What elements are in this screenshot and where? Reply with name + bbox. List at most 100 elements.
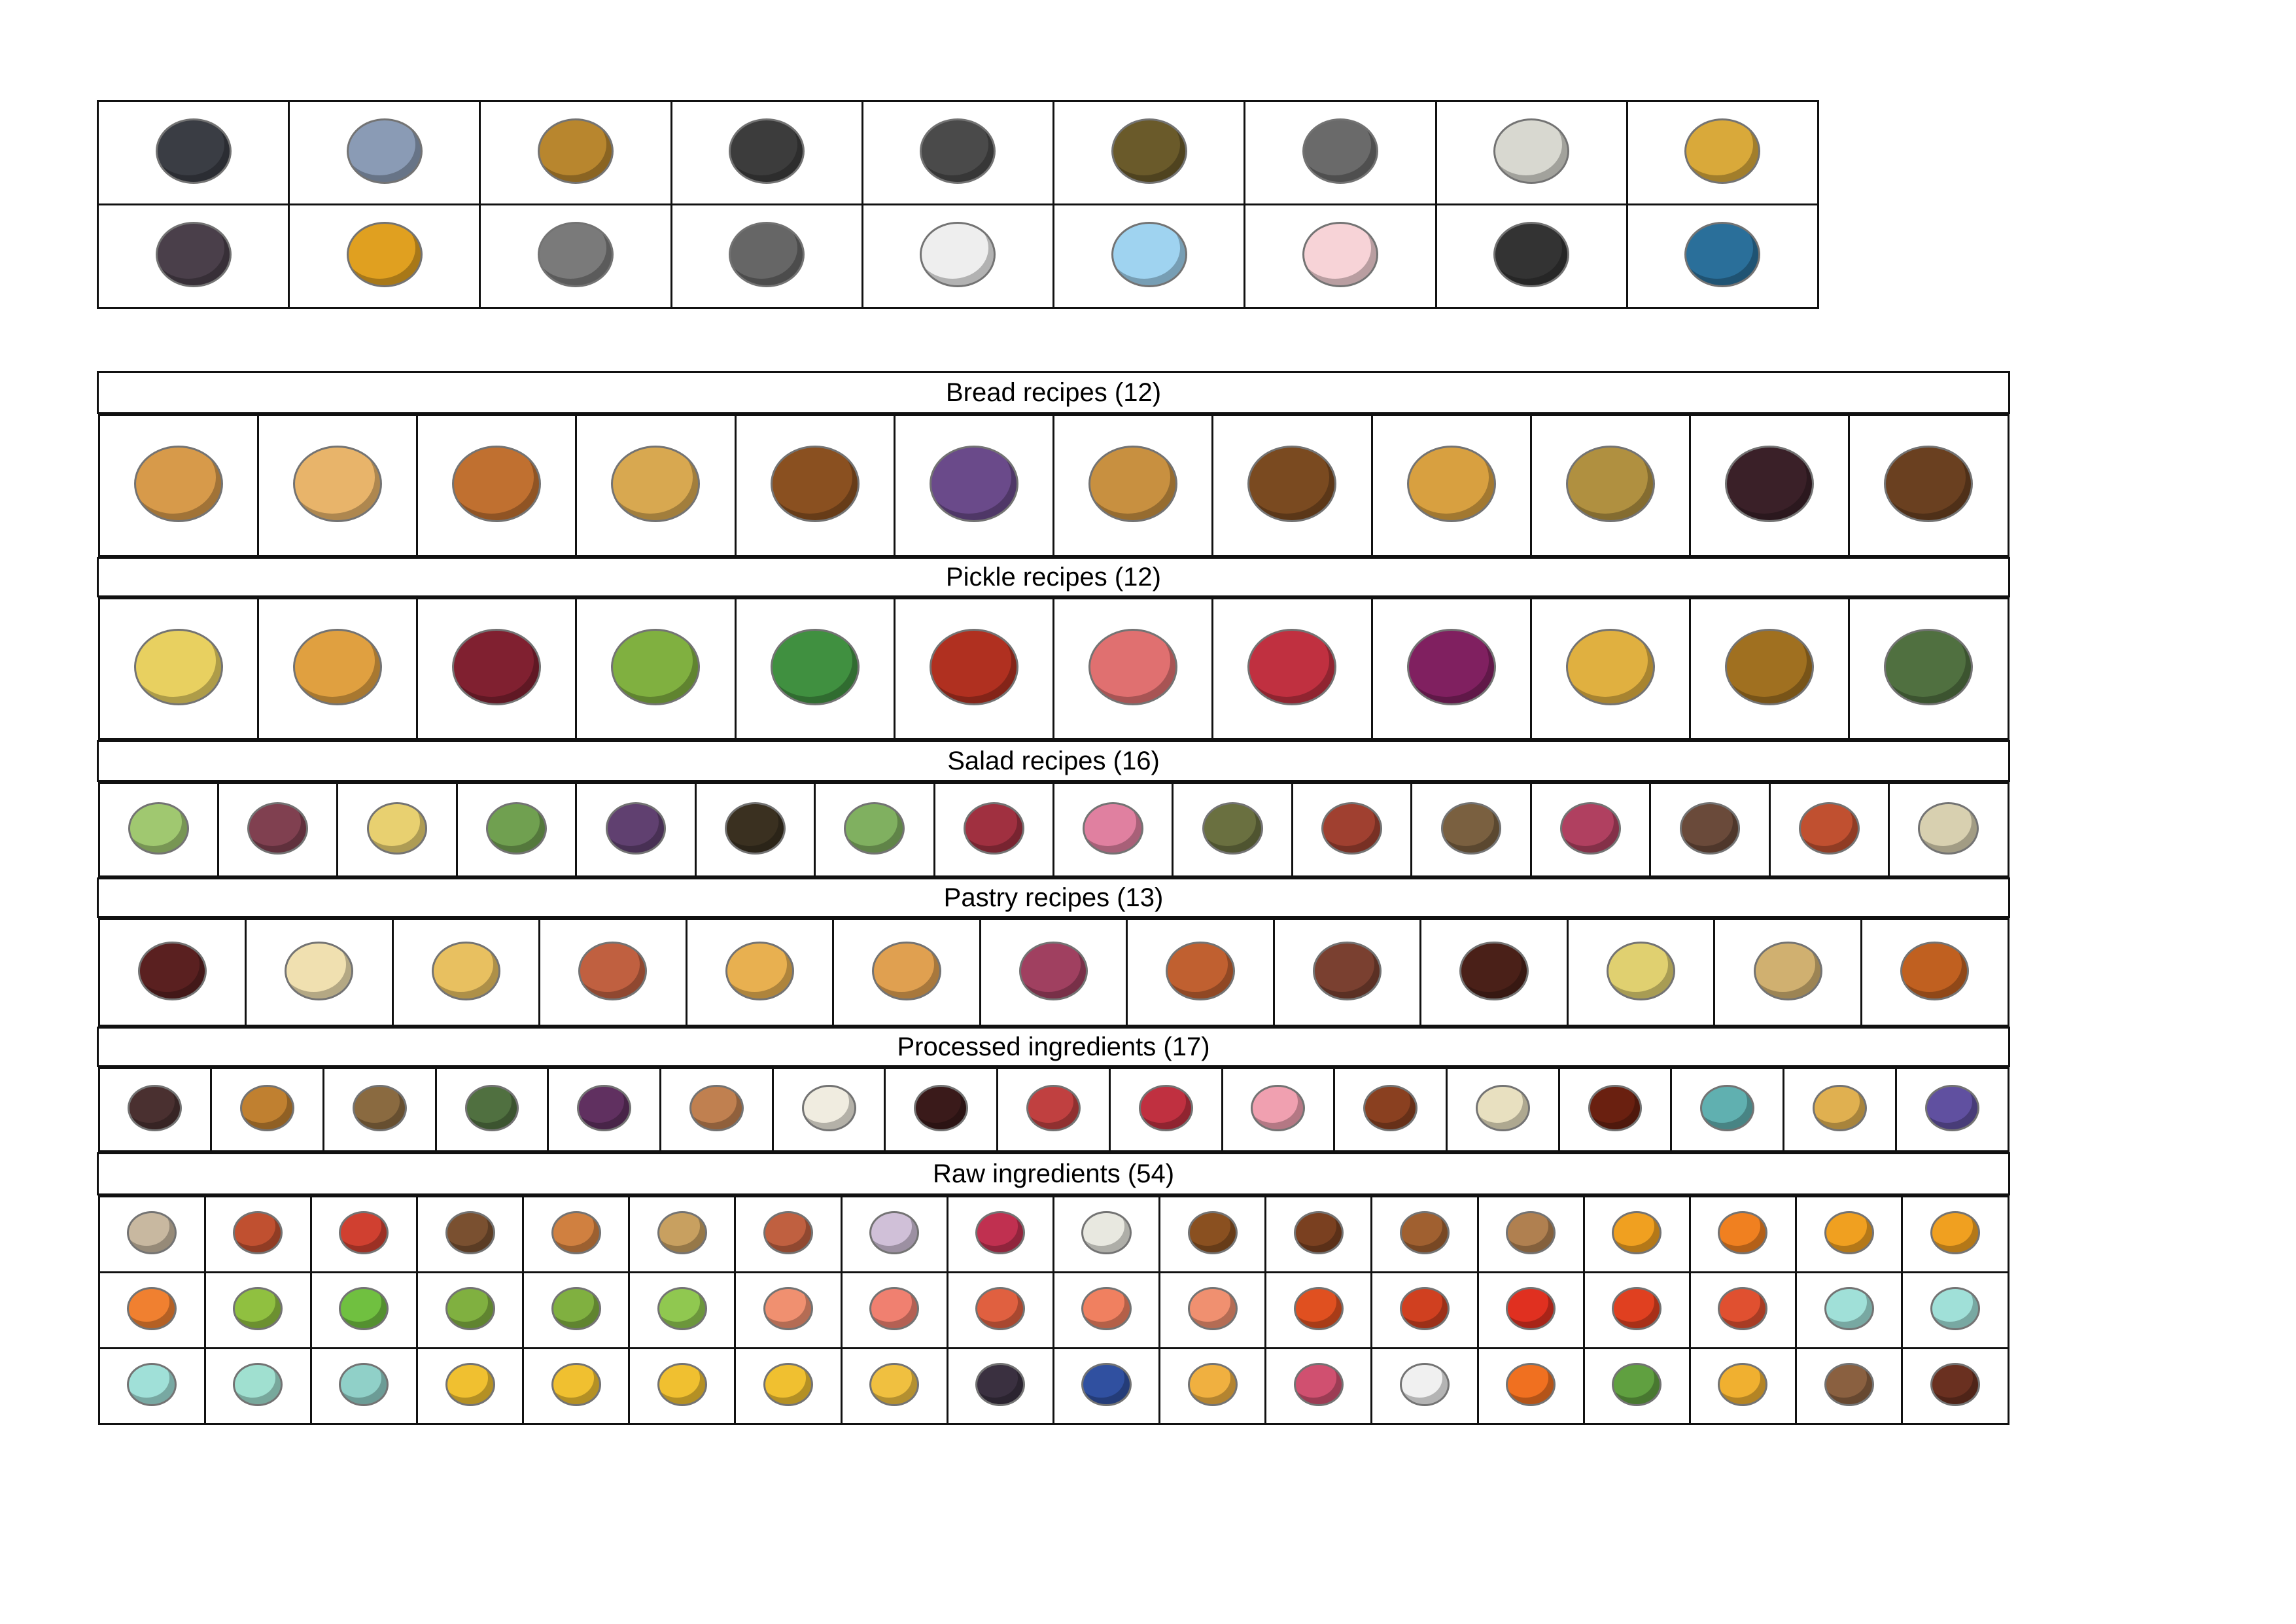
dark-stone-icon (157, 120, 230, 182)
item-cell (1860, 918, 2009, 1027)
chestnut-icon (1295, 1213, 1342, 1252)
section-items-row (97, 597, 2009, 741)
item-cell (1370, 1347, 1479, 1425)
section-items (97, 597, 2009, 741)
item-cell (884, 1067, 999, 1152)
flower-bread-icon (454, 448, 540, 520)
devil-egg-icon (916, 1087, 967, 1129)
item-cell (1529, 782, 1652, 877)
green-apple-icon (341, 1289, 387, 1328)
item-cell (893, 414, 1055, 557)
mixed-salad-icon (249, 803, 307, 853)
green-bowl-icon (1886, 631, 1972, 703)
item-cell (1901, 1271, 2009, 1349)
fruit-parfait-icon (1608, 943, 1674, 998)
item-cell (1291, 782, 1413, 877)
pink-pickle-jar-icon (1090, 631, 1176, 703)
materials-row (96, 100, 1820, 205)
section-items-row (97, 1195, 2009, 1425)
item-cell (628, 1347, 737, 1425)
item-cell (309, 1271, 418, 1349)
item-cell (861, 100, 1055, 205)
item-cell (1158, 1271, 1267, 1349)
item-cell (734, 1347, 843, 1425)
potato-icon (659, 1213, 705, 1252)
gold-gear-icon (348, 224, 421, 285)
item-cell (97, 918, 247, 1027)
section-header-row: Pastry recipes (13) (97, 877, 2010, 918)
item-cell (522, 1271, 631, 1349)
section-items (97, 414, 2009, 558)
item-cell (1626, 203, 1820, 309)
items-row (97, 1067, 2009, 1152)
item-cell (1649, 782, 1771, 877)
item-cell (685, 918, 835, 1027)
item-cell (96, 203, 290, 309)
green-pickle-jar-icon (613, 631, 699, 703)
item-cell (415, 414, 578, 557)
item-cell (1476, 1347, 1585, 1425)
apricot-icon (765, 1289, 812, 1328)
item-cell (1445, 1067, 1560, 1152)
item-cell (1557, 1067, 1673, 1152)
bun-icon (613, 448, 699, 520)
berry-bread-icon (931, 448, 1017, 520)
items-row (97, 782, 2009, 877)
herb-bread-icon (1408, 448, 1494, 520)
dark-loaf-icon (1249, 448, 1335, 520)
item-cell (97, 1195, 206, 1273)
item-cell (203, 1195, 312, 1273)
item-cell (1052, 414, 1214, 557)
lemon-icon (1614, 1213, 1660, 1252)
yellow-onion-icon (1720, 1365, 1766, 1404)
ink-bottle-icon (1686, 224, 1759, 285)
section-items (97, 1195, 2009, 1425)
item-cell (575, 597, 737, 740)
item-cell (933, 782, 1055, 877)
pink-potion-icon (1253, 1087, 1304, 1129)
item-cell (1582, 1271, 1691, 1349)
item-cell (861, 203, 1055, 309)
veggie-salad-icon (846, 803, 903, 853)
lime-icon (235, 1289, 281, 1328)
jam-tart-icon (727, 943, 792, 998)
recipes-table: Bread recipes (12) Pickle recipes (12) Sal… (97, 371, 2010, 1425)
item-cell (1529, 597, 1692, 740)
item-cell (628, 1195, 737, 1273)
item-cell (1410, 782, 1532, 877)
coal-ore-icon (731, 120, 803, 182)
item-cell (1052, 1271, 1161, 1349)
berry-salad-icon (965, 803, 1022, 853)
chanterelle-icon (553, 1213, 599, 1252)
water-bubble-icon (1113, 224, 1185, 285)
item-cell (832, 918, 981, 1027)
photographs-icon (1495, 224, 1568, 285)
white-radish-icon (1083, 1213, 1130, 1252)
items-row (97, 414, 2009, 557)
item-cell (1244, 100, 1437, 205)
glazed-bagel-icon (294, 448, 380, 520)
item-cell (1370, 414, 1532, 557)
ash-pile-icon (731, 224, 803, 285)
item-cell (479, 203, 672, 309)
silver-ingot-icon (1495, 120, 1568, 182)
item-cell (1626, 100, 1820, 205)
blue-mango-icon (341, 1365, 387, 1404)
item-cell (97, 414, 259, 557)
item-cell (309, 1195, 418, 1273)
item-cell (391, 918, 541, 1027)
items-row (97, 918, 2009, 1027)
item-cell (1052, 597, 1214, 740)
green-salad-icon (130, 803, 187, 853)
salt-spoon-icon (1826, 1365, 1872, 1404)
cooking-pot-icon (130, 1087, 181, 1129)
item-cell (659, 1067, 774, 1152)
sweet-potato-icon (765, 1213, 812, 1252)
item-cell (1688, 414, 1851, 557)
item-cell (946, 1271, 1054, 1349)
blackberry-icon (977, 1365, 1024, 1404)
item-cell (979, 918, 1128, 1027)
items-row (97, 1271, 2009, 1349)
item-cell (575, 782, 697, 877)
egg-icon (691, 1087, 742, 1129)
